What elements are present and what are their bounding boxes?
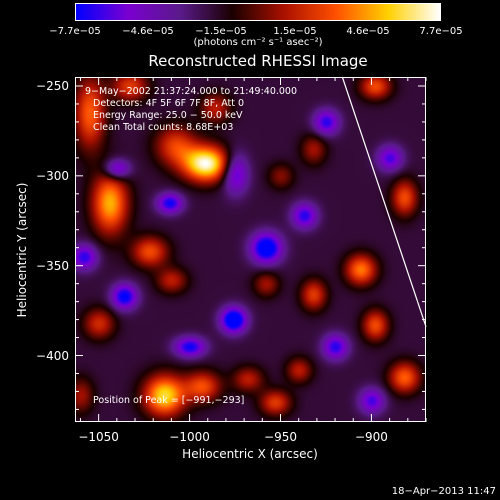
y-tick-label: −350 bbox=[36, 258, 69, 273]
info-energy-range: Energy Range: 25.0 − 50.0 keV bbox=[93, 110, 243, 121]
colorbar: −7.7e−05 −4.6e−05 −1.5e−05 1.5e−05 4.6e−… bbox=[49, 3, 463, 37]
colorbar-units: (photons cm⁻² s⁻¹ asec⁻²) bbox=[193, 37, 323, 48]
peak-position-label: Position of Peak = [−991,−293] bbox=[93, 395, 245, 406]
y-tick-label: −250 bbox=[36, 78, 69, 93]
x-tick-label: −900 bbox=[354, 430, 388, 444]
x-tick-label: −1000 bbox=[169, 430, 210, 444]
x-axis-label: Heliocentric X (arcsec) bbox=[182, 447, 318, 461]
footer-timestamp: 18−Apr−2013 11:47 bbox=[391, 486, 496, 497]
info-algorithm-counts: Clean Total counts: 8.68E+03 bbox=[93, 122, 234, 133]
y-axis-label: Heliocentric Y (arcsec) bbox=[15, 182, 29, 318]
colorbar-gradient bbox=[75, 3, 441, 21]
x-axis-ticks bbox=[79, 77, 427, 422]
colorbar-tick: −4.6e−05 bbox=[122, 26, 174, 37]
colorbar-tick: −1.5e−05 bbox=[195, 26, 247, 37]
solar-limb-line bbox=[341, 76, 427, 327]
x-tick-label: −1050 bbox=[78, 430, 119, 444]
colorbar-tick: 1.5e−05 bbox=[273, 26, 317, 37]
y-tick-label: −300 bbox=[36, 168, 69, 183]
colorbar-tick: −7.7e−05 bbox=[49, 26, 101, 37]
colorbar-tick: 7.7e−05 bbox=[419, 26, 463, 37]
plot-overlay bbox=[75, 76, 427, 422]
y-tick-label: −400 bbox=[36, 348, 69, 363]
colorbar-tick: 4.6e−05 bbox=[346, 26, 390, 37]
y-axis-ticks bbox=[75, 85, 426, 410]
plot-area: 9−May−2002 21:37:24.000 to 21:49:40.000 … bbox=[75, 76, 427, 422]
info-time-range: 9−May−2002 21:37:24.000 to 21:49:40.000 bbox=[85, 86, 298, 97]
heatmap-image bbox=[75, 77, 426, 422]
plot-border bbox=[75, 77, 426, 422]
info-detectors: Detectors: 4F 5F 6F 7F 8F, Att 0 bbox=[93, 98, 245, 109]
x-tick-label: −950 bbox=[264, 430, 297, 444]
plot-title: Reconstructed RHESSI Image bbox=[148, 52, 368, 70]
